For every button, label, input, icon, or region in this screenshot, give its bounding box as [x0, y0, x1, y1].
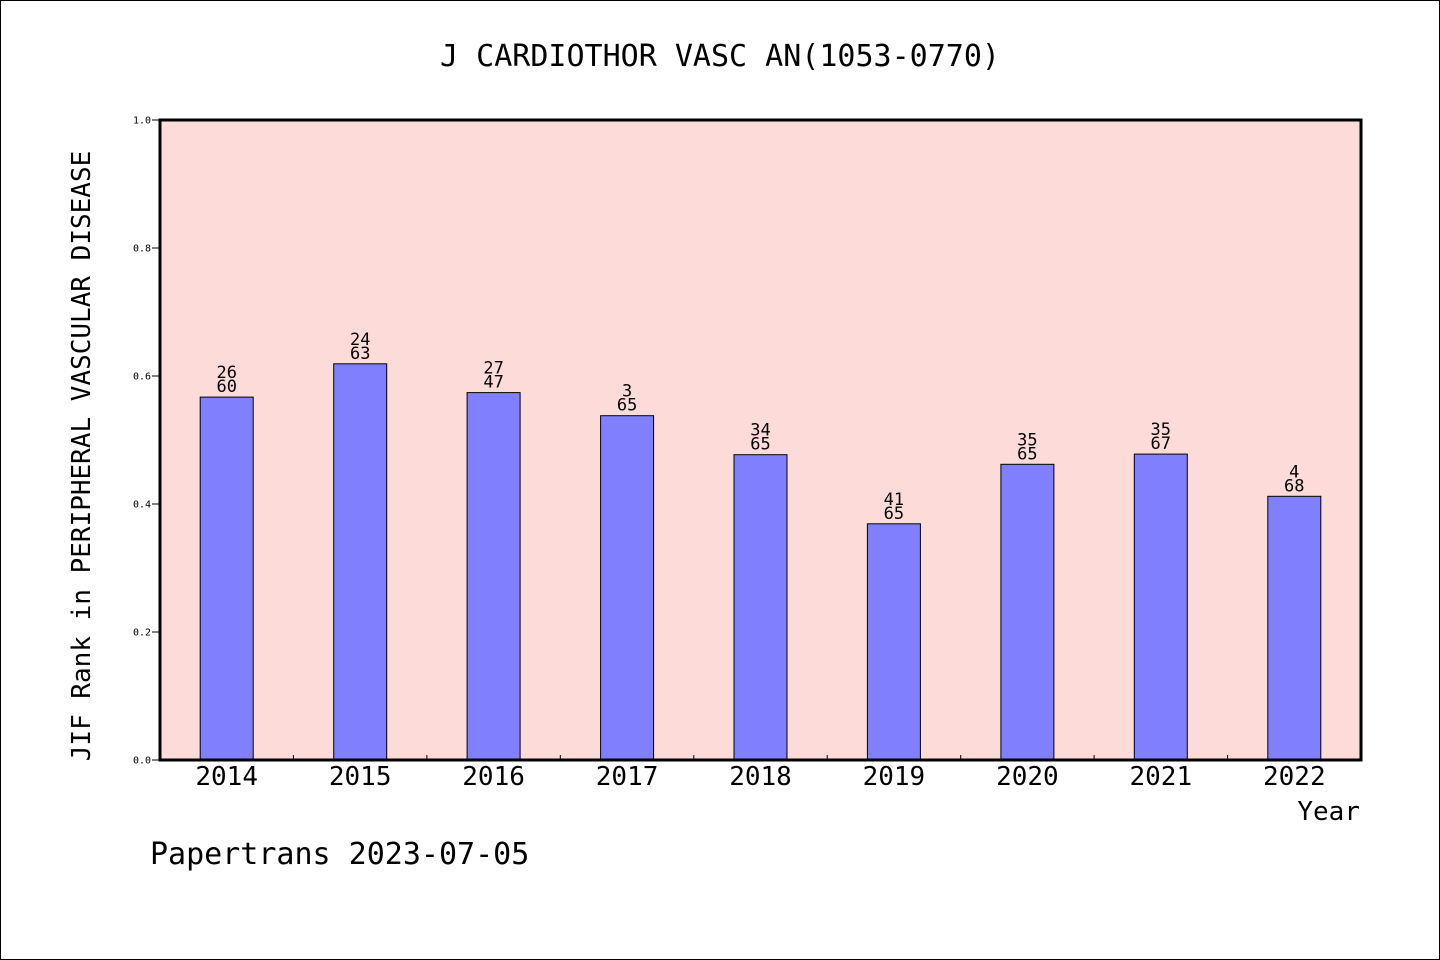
bar-label-total-2021: 67	[1151, 434, 1171, 454]
x-tick-label-2022: 2022	[1263, 762, 1326, 792]
bar-label-rank-2022: 4	[1289, 462, 1299, 482]
bar-label-rank-2020: 35	[1017, 430, 1037, 450]
bar-label-total-2014: 60	[216, 377, 236, 397]
bar-label-total-2017: 65	[617, 396, 637, 416]
bar-label-rank-2014: 26	[216, 363, 236, 383]
bar-label-rank-2021: 35	[1151, 420, 1171, 440]
bar-2019	[866, 523, 921, 761]
bar-2022	[1267, 495, 1322, 761]
bar-label-rank-2018: 34	[750, 421, 770, 441]
bar-label-total-2022: 68	[1284, 476, 1304, 496]
x-tick-label-2015: 2015	[329, 762, 392, 792]
y-tick-label: 0.8	[133, 244, 151, 255]
bar-2021	[1133, 453, 1188, 761]
bar-2020	[1000, 463, 1055, 761]
bar-label-rank-2019: 41	[884, 490, 904, 510]
y-tick-label: 0.6	[133, 372, 151, 383]
bar-label-total-2019: 65	[884, 504, 904, 524]
bar-label-rank-2017: 3	[622, 382, 632, 402]
x-axis-label: Year	[1297, 797, 1360, 827]
x-tick-label-2021: 2021	[1129, 762, 1192, 792]
bar-label-total-2016: 47	[483, 373, 503, 393]
bar-label-rank-2015: 24	[350, 330, 370, 350]
y-tick-label: 0.4	[133, 500, 151, 511]
bar-label-rank-2016: 27	[483, 359, 503, 379]
bar-label-total-2015: 63	[350, 344, 370, 364]
x-axis: 2014 2015 2016 2017 2018 2019 2020 2021 2022	[195, 755, 1326, 792]
y-axis: 0.0 0.2 0.4 0.6 0.8 1.0	[133, 116, 160, 767]
y-tick-label: 0.0	[133, 756, 151, 767]
x-tick-label-2019: 2019	[863, 762, 926, 792]
y-tick-label: 0.2	[133, 628, 151, 639]
y-axis-label: JIF Rank in PERIPHERAL VASCULAR DISEASE	[67, 151, 97, 761]
x-tick-label-2014: 2014	[195, 762, 258, 792]
bars-group	[199, 363, 1322, 761]
footer-credit: Papertrans 2023-07-05	[150, 837, 529, 872]
x-tick-label-2017: 2017	[596, 762, 659, 792]
bar-label-total-2020: 65	[1017, 444, 1037, 464]
plot-border	[158, 118, 1363, 762]
bar-2014	[199, 396, 254, 761]
chart-title: J CARDIOTHOR VASC AN(1053-0770)	[440, 39, 1000, 74]
y-tick-label: 1.0	[133, 116, 151, 127]
bar-2017	[600, 415, 655, 761]
bar-2015	[333, 363, 388, 761]
x-tick-label-2018: 2018	[729, 762, 792, 792]
bar-2018	[733, 454, 788, 761]
bar-2016	[466, 392, 521, 761]
x-tick-label-2016: 2016	[462, 762, 525, 792]
bar-label-total-2018: 65	[750, 435, 770, 455]
x-tick-label-2020: 2020	[996, 762, 1059, 792]
